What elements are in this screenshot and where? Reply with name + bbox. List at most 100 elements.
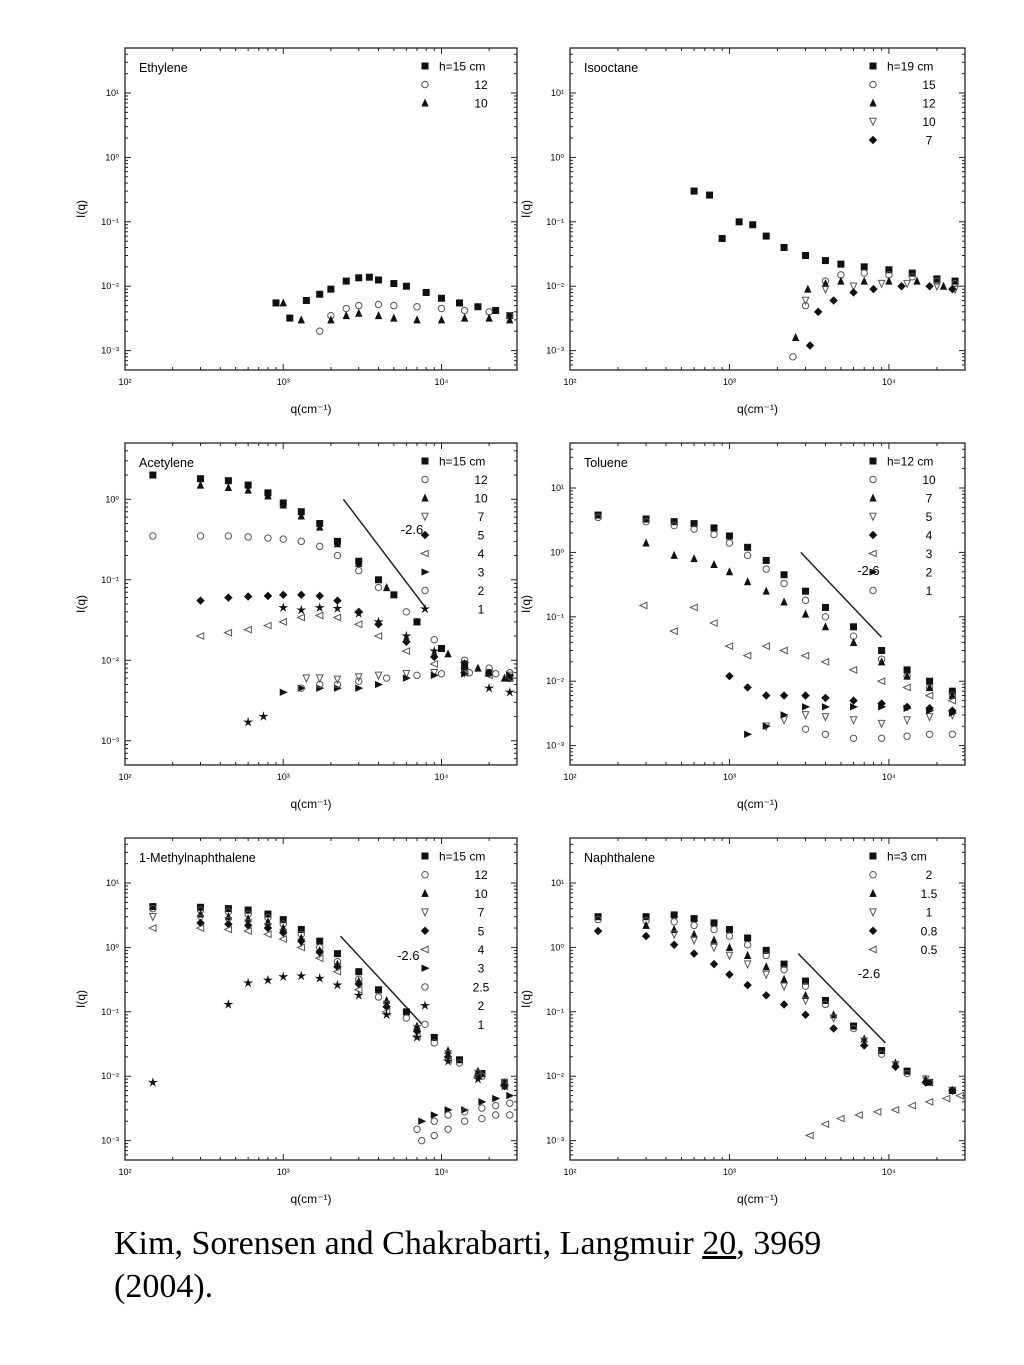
data-point [413, 671, 421, 680]
data-point [885, 276, 893, 285]
data-point [761, 642, 770, 651]
x-tick-label: 10² [118, 772, 131, 782]
data-point [430, 1039, 438, 1047]
data-point [506, 315, 514, 324]
data-point [390, 313, 398, 322]
data-point [594, 513, 602, 522]
plot-frame [124, 837, 518, 1161]
series-1 [272, 273, 514, 322]
data-point [801, 1010, 810, 1019]
data-point [465, 669, 474, 677]
legend-label: 1 [478, 603, 485, 617]
data-point [593, 926, 603, 936]
data-point [789, 353, 797, 361]
legend-marker [421, 908, 429, 918]
data-point [925, 730, 934, 738]
y-tick-label: 10⁻³ [101, 346, 119, 356]
legend-label: 15 [922, 78, 936, 92]
legend-marker [421, 871, 429, 879]
data-point [877, 734, 886, 742]
legend-marker [869, 871, 877, 879]
y-tick-label: 10⁻¹ [101, 1007, 119, 1017]
data-point [710, 943, 718, 953]
data-point [948, 1086, 957, 1095]
data-point [761, 991, 771, 1000]
data-point [849, 734, 858, 742]
data-point [418, 1136, 426, 1145]
data-point [430, 1117, 438, 1125]
data-point [374, 671, 383, 681]
data-point [474, 303, 482, 311]
data-point [925, 281, 934, 291]
data-point [860, 1037, 869, 1047]
data-point [903, 732, 911, 740]
data-point [903, 716, 912, 725]
data-point [375, 576, 383, 584]
legend-marker [421, 512, 429, 522]
data-point [195, 924, 205, 933]
legend-marker [869, 475, 877, 484]
data-point [506, 671, 515, 679]
data-point [375, 276, 383, 284]
legend-label: 10 [474, 97, 488, 111]
data-point [642, 913, 650, 921]
data-point [908, 269, 916, 277]
x-tick-label: 10² [563, 772, 576, 782]
data-point [725, 532, 733, 540]
data-point [365, 273, 373, 281]
data-point [316, 522, 324, 531]
data-point [296, 943, 305, 952]
legend-label: 7 [926, 492, 933, 506]
data-point [374, 300, 383, 309]
data-point [413, 315, 421, 324]
data-point [390, 301, 398, 310]
series-8 [297, 669, 500, 692]
data-point [314, 611, 324, 620]
y-tick-label: 10⁰ [550, 942, 564, 952]
series-8 [413, 1099, 514, 1133]
data-point [802, 977, 810, 985]
y-tick-label: 10⁻² [101, 1071, 119, 1081]
y-tick-label: 10⁻² [101, 281, 119, 291]
data-point [669, 627, 678, 636]
data-point [258, 711, 269, 721]
data-point [762, 586, 770, 595]
data-point [791, 332, 800, 341]
plot-frame [124, 47, 518, 371]
series-3 [196, 480, 509, 682]
data-point [801, 982, 810, 990]
legend-marker [867, 945, 877, 954]
data-point [429, 659, 438, 668]
data-point [373, 616, 384, 627]
legend-marker [421, 475, 429, 484]
data-point [243, 625, 252, 634]
data-point [279, 590, 288, 600]
legend-label: 4 [926, 529, 933, 543]
data-point [933, 277, 941, 285]
data-point [297, 511, 305, 520]
data-point [885, 266, 893, 274]
slope-reference-line [797, 953, 886, 1044]
legend-marker [869, 80, 877, 89]
legend-marker [419, 1000, 431, 1010]
data-point [780, 243, 788, 251]
data-point [877, 1050, 886, 1058]
data-point [437, 304, 446, 313]
data-point [690, 936, 699, 946]
legend-marker [421, 964, 430, 972]
data-point [264, 534, 272, 542]
data-point [444, 649, 452, 658]
legend-marker [421, 62, 429, 70]
y-tick-label: 10⁻³ [546, 741, 564, 751]
data-point [243, 592, 253, 601]
data-point [821, 713, 830, 722]
data-point [430, 1033, 438, 1041]
data-point [279, 688, 288, 696]
legend-label: 4 [478, 943, 485, 957]
data-point [951, 279, 959, 288]
series-9 [243, 602, 515, 727]
data-point [948, 709, 957, 717]
data-point [710, 524, 718, 532]
x-tick-label: 10⁴ [882, 772, 896, 782]
y-tick-label: 10⁻² [546, 676, 564, 686]
